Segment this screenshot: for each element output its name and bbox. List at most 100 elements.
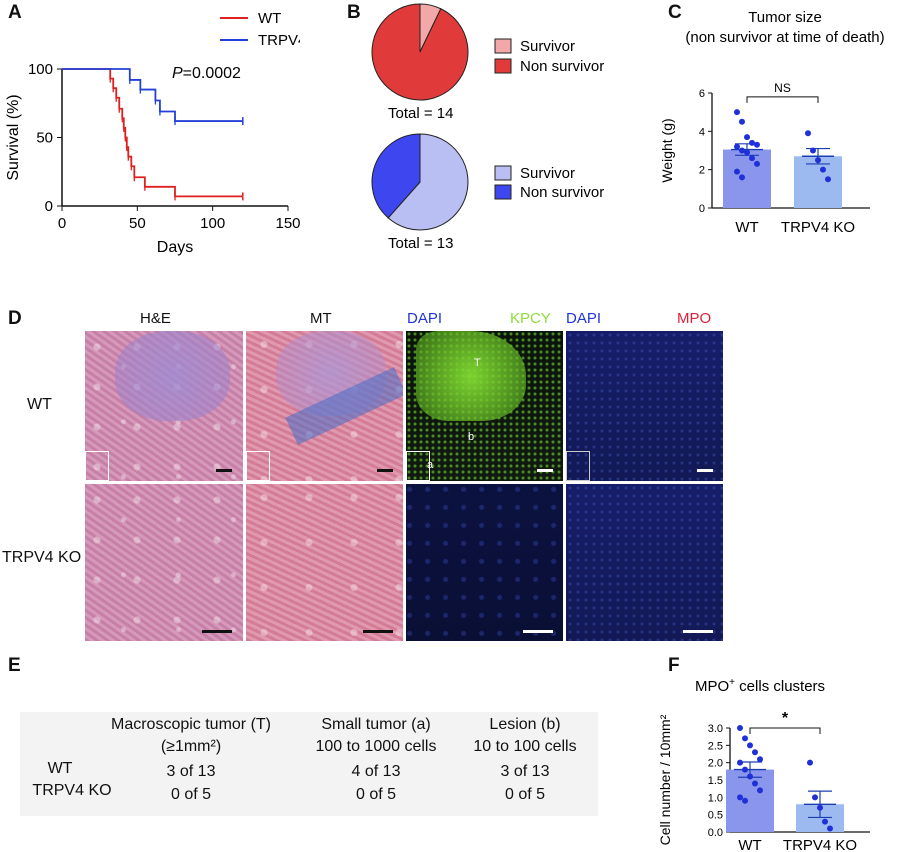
y-tick-label: 50 <box>36 130 53 147</box>
data-point <box>739 174 745 181</box>
data-point <box>757 756 763 763</box>
x-tick-label: 100 <box>200 215 225 232</box>
inset-box-mpo <box>566 451 590 481</box>
survival-chart: 0 50 100 150 0 50 100 Days Survival (%) WT TRPV4… <box>5 10 300 256</box>
image-ko-kpcy <box>406 484 563 641</box>
scale-bar-kpcy <box>537 469 553 472</box>
data-point <box>742 766 748 773</box>
inset-box-mt <box>246 451 270 481</box>
image-ko-mpo <box>566 484 723 641</box>
scale-bar-ko-kpcy <box>523 630 553 633</box>
image-wt-mt <box>246 331 403 481</box>
legend-non-survivor-swatch <box>494 58 512 74</box>
x-tick-label: TRPV4 KO <box>783 837 857 852</box>
panel-label-e: E <box>8 655 21 676</box>
image-ko-mt <box>246 484 403 641</box>
total-top: Total = 14 <box>388 105 453 122</box>
pie-slice-non-survivor <box>371 3 469 101</box>
header-lesion-sub: 10 to 100 cells <box>473 738 577 755</box>
legend-ko-label: TRPV4 KO <box>258 32 300 49</box>
header-macroscopic: Macroscopic tumor (T) <box>110 716 272 733</box>
image-wt-kpcy: T b a <box>406 331 563 481</box>
column-mpo-label: MPO <box>677 310 712 327</box>
significance-bracket <box>746 96 819 103</box>
data-point <box>825 176 831 183</box>
data-point <box>815 157 821 164</box>
data-point <box>737 759 743 766</box>
image-wt-he <box>85 331 243 481</box>
x-axis-label: Days <box>157 239 193 256</box>
data-point <box>807 759 813 766</box>
cell-wt-lesion: 3 of 13 <box>500 763 550 780</box>
panel-label-b: B <box>347 2 361 23</box>
header-small-tumor-sub: 100 to 1000 cells <box>315 738 437 755</box>
cell-ko-small: 0 of 5 <box>355 786 397 803</box>
data-point <box>734 109 740 116</box>
total-bottom: Total = 13 <box>388 235 453 252</box>
p-value: P=0.0002 <box>172 65 241 82</box>
significance-bracket <box>749 727 821 734</box>
image-wt-mpo <box>566 331 723 481</box>
x-tick-label: TRPV4 KO <box>781 219 855 236</box>
marker-b: b <box>468 431 475 443</box>
panel-label-f: F <box>668 655 680 676</box>
mpo-clusters-chart: MPO+ cells clusters 0.0 0.5 1.0 1.5 2.0 2.5 3.… <box>657 677 870 852</box>
x-tick-label: WT <box>738 837 761 852</box>
y-tick-label: 0 <box>45 198 53 215</box>
scale-bar-mt <box>377 469 393 472</box>
data-point <box>805 130 811 137</box>
survival-line-wt <box>62 68 243 198</box>
chart-c-subtitle: (non survivor at time of death) <box>685 29 884 46</box>
data-point <box>817 804 823 811</box>
data-point <box>737 794 743 801</box>
legend-survivor-swatch <box>494 38 512 54</box>
pie-slice-non-survivor <box>371 133 421 219</box>
legend-non-survivor-swatch-ko <box>494 184 512 200</box>
chart-f-title: MPO+ cells clusters <box>695 677 825 695</box>
y-tick-label: 1.5 <box>708 775 723 787</box>
x-tick-label: 50 <box>129 215 146 232</box>
y-tick-label: 1.0 <box>708 792 723 804</box>
column-kpcy-label: KPCY <box>510 310 551 327</box>
legend-survivor-swatch-ko <box>494 165 512 181</box>
legend-non-survivor-label: Non survivor <box>520 58 604 75</box>
legend-non-survivor-label-ko: Non survivor <box>520 184 604 201</box>
y-axis-label: Survival (%) <box>5 94 22 180</box>
chart-c-title: Tumor size <box>748 9 822 26</box>
data-point <box>742 735 748 742</box>
inset-box <box>85 451 109 481</box>
pie-chart-wt <box>371 3 469 101</box>
y-axis-label: Cell number / 10mm² <box>657 714 673 845</box>
pie-chart-ko <box>371 133 469 231</box>
data-point <box>734 168 740 175</box>
data-point <box>752 749 758 756</box>
y-tick-label: 4 <box>699 126 705 138</box>
cell-ko-macroscopic: 0 of 5 <box>170 786 212 803</box>
pie-charts: Survivor Non survivor Total = 14 Survivo… <box>371 3 604 252</box>
column-mt-label: MT <box>310 310 332 327</box>
data-point <box>749 139 755 146</box>
scale-bar <box>216 469 232 472</box>
data-point <box>739 118 745 125</box>
panel-label-a: A <box>8 2 22 23</box>
y-tick-label: 6 <box>699 88 705 100</box>
scale-bar-ko-mpo <box>683 630 713 633</box>
pie-slice-survivor <box>387 133 469 231</box>
inset-box-a <box>406 451 430 481</box>
y-tick-label: 2.5 <box>708 740 723 752</box>
data-point <box>749 155 755 162</box>
data-point <box>752 780 758 787</box>
row-name-wt: WT <box>47 760 73 777</box>
marker-t: T <box>474 357 481 369</box>
column-he-label: H&E <box>140 310 171 327</box>
y-tick-label: 0 <box>699 203 705 215</box>
cell-wt-small: 4 of 13 <box>351 763 401 780</box>
scale-bar-ko-he <box>202 630 232 633</box>
chart-c-significance: NS <box>774 81 791 95</box>
panel-label-c: C <box>668 2 682 23</box>
scale-bar-ko-mt <box>363 630 393 633</box>
data-point <box>747 773 753 780</box>
y-axis-label: Weight (g) <box>659 118 675 182</box>
row-ko-label: TRPV4 KO <box>2 549 82 566</box>
column-dapi2-label: DAPI <box>566 310 602 327</box>
